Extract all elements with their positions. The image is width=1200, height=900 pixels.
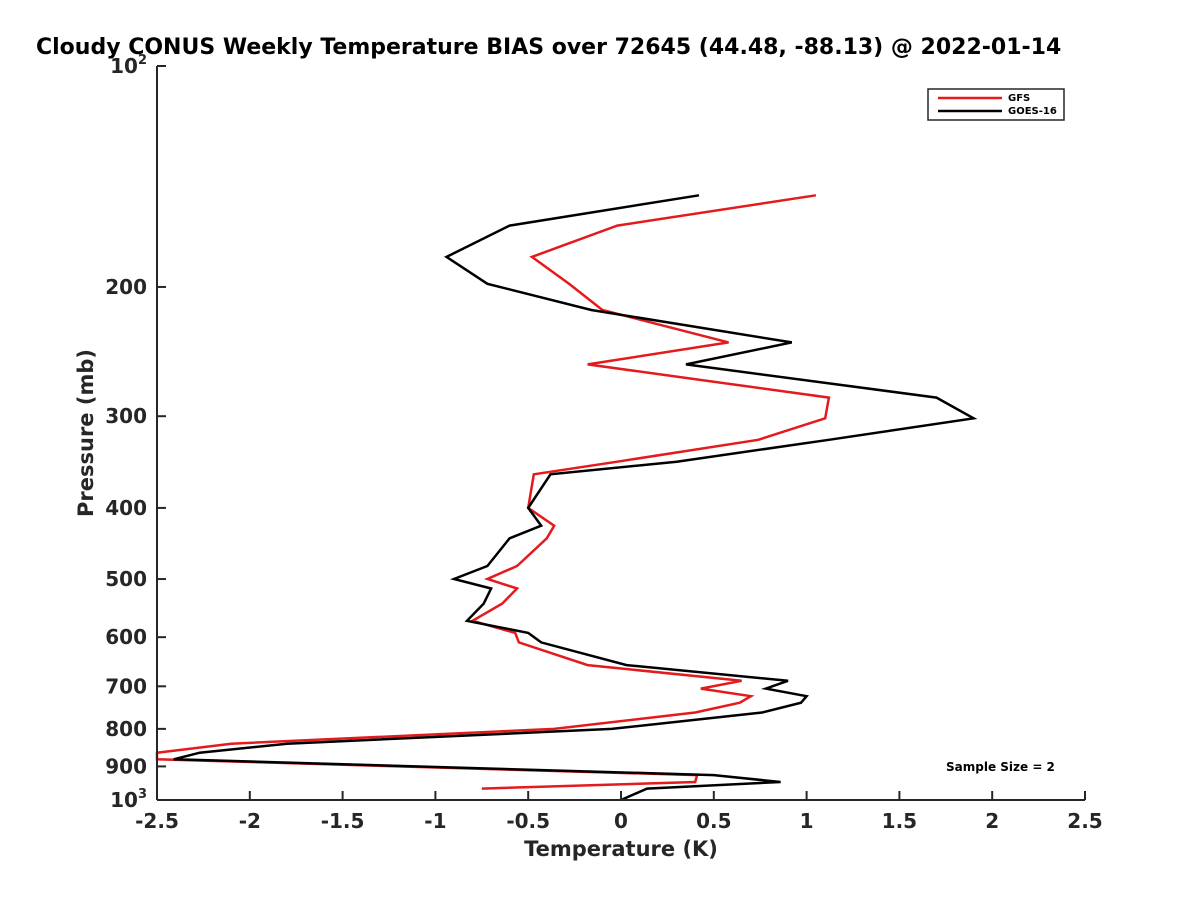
- y-ticks: 102 200 300 400 500 600 700 800 900 103: [105, 53, 166, 812]
- x-axis-label: Temperature (K): [524, 837, 718, 861]
- legend-box: [927, 88, 1065, 121]
- x-tick-label: 2: [985, 809, 999, 833]
- y-tick-label: 600: [105, 625, 147, 649]
- sample-size-annotation: Sample Size = 2: [946, 760, 1055, 774]
- x-tick-label: -2: [239, 809, 261, 833]
- y-tick-label: 200: [105, 275, 147, 299]
- series-line-goes16: [173, 194, 978, 802]
- legend-label-gfs: GFS: [1008, 93, 1030, 104]
- y-tick-label: 700: [105, 674, 147, 698]
- y-tick-label: 900: [105, 754, 147, 778]
- legend: GFS GOES-16: [927, 88, 1065, 121]
- y-tick-label: 102: [110, 53, 147, 78]
- y-tick-label: 500: [105, 567, 147, 591]
- x-tick-label: -2.5: [135, 809, 179, 833]
- x-tick-label: -1.5: [321, 809, 365, 833]
- plot-lines: [155, 194, 978, 802]
- chart-title: Cloudy CONUS Weekly Temperature BIAS ove…: [36, 35, 1061, 60]
- x-tick-label: 1: [800, 809, 814, 833]
- y-tick-label: 800: [105, 717, 147, 741]
- y-tick-label: 103: [110, 787, 147, 812]
- x-tick-label: 0: [614, 809, 628, 833]
- x-tick-label: 2.5: [1067, 809, 1102, 833]
- x-tick-label: -0.5: [506, 809, 550, 833]
- y-tick-label: 400: [105, 496, 147, 520]
- x-tick-label: 0.5: [696, 809, 731, 833]
- x-tick-label: -1: [424, 809, 446, 833]
- axes: [156, 66, 1085, 801]
- legend-label-goes16: GOES-16: [1008, 106, 1057, 117]
- y-axis-label: Pressure (mb): [74, 349, 98, 517]
- y-tick-label: 300: [105, 404, 147, 428]
- x-tick-label: 1.5: [882, 809, 917, 833]
- series-line-gfs: [155, 194, 831, 790]
- x-ticks: -2.5 -2 -1.5 -1 -0.5 0 0.5 1 1.5 2 2.5: [135, 791, 1103, 833]
